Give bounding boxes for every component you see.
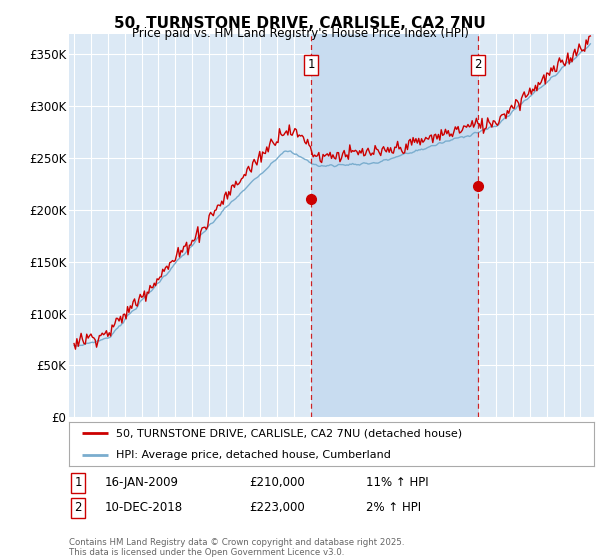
Text: Contains HM Land Registry data © Crown copyright and database right 2025.
This d: Contains HM Land Registry data © Crown c…: [69, 538, 404, 557]
Text: 50, TURNSTONE DRIVE, CARLISLE, CA2 7NU (detached house): 50, TURNSTONE DRIVE, CARLISLE, CA2 7NU (…: [116, 428, 463, 438]
Text: 1: 1: [307, 58, 315, 71]
Text: 16-JAN-2009: 16-JAN-2009: [105, 476, 179, 489]
Text: 1: 1: [74, 476, 82, 489]
Text: 2: 2: [474, 58, 482, 71]
Text: 11% ↑ HPI: 11% ↑ HPI: [366, 476, 428, 489]
Text: £210,000: £210,000: [249, 476, 305, 489]
Text: 10-DEC-2018: 10-DEC-2018: [105, 501, 183, 515]
Text: 2: 2: [74, 501, 82, 515]
Text: HPI: Average price, detached house, Cumberland: HPI: Average price, detached house, Cumb…: [116, 450, 391, 460]
Text: 50, TURNSTONE DRIVE, CARLISLE, CA2 7NU: 50, TURNSTONE DRIVE, CARLISLE, CA2 7NU: [114, 16, 486, 31]
Text: Price paid vs. HM Land Registry's House Price Index (HPI): Price paid vs. HM Land Registry's House …: [131, 27, 469, 40]
Bar: [311, 34, 478, 417]
Text: £223,000: £223,000: [249, 501, 305, 515]
Text: 2% ↑ HPI: 2% ↑ HPI: [366, 501, 421, 515]
